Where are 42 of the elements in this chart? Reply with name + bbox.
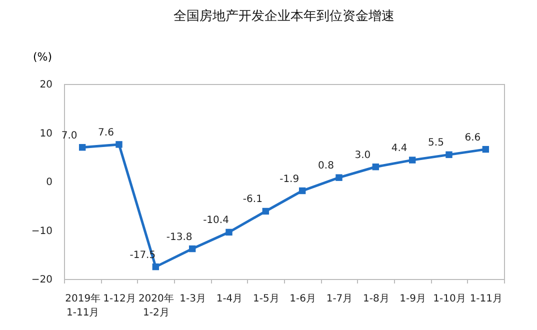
x-tick-label: 1-10月 xyxy=(433,294,466,304)
data-label: 3.0 xyxy=(354,150,371,161)
point xyxy=(152,263,160,270)
y-tick-label: 0 xyxy=(46,177,52,188)
data-label: 0.8 xyxy=(318,160,334,172)
x-tick-label: 1-6月 xyxy=(290,294,316,304)
data-label: 7.0 xyxy=(61,130,78,142)
point xyxy=(116,141,122,148)
x-tick-label: 1-4月 xyxy=(216,294,243,304)
data-label: -10.4 xyxy=(203,215,229,226)
x-tick-label: 1-12月 xyxy=(103,294,136,304)
point xyxy=(188,245,196,252)
data-label: 4.4 xyxy=(391,143,408,154)
y-tick-label: 10 xyxy=(40,128,52,140)
point xyxy=(408,156,416,164)
x-tick-label: 1-11月 xyxy=(470,294,503,304)
y-tick-label: 20 xyxy=(40,80,52,90)
y-tick-label: −20 xyxy=(31,274,52,286)
point xyxy=(482,146,490,153)
data-label: -13.8 xyxy=(166,232,192,243)
point xyxy=(298,187,306,194)
data-label: 5.5 xyxy=(428,138,444,149)
x-tick-label: 1-3月 xyxy=(180,294,206,304)
point xyxy=(78,144,86,151)
x-tick-label: 1-7月 xyxy=(326,294,353,304)
chart-title: 全国房地产开发企业本年到位资金增速 xyxy=(174,8,394,24)
x-tick-label: 2019年 1-11月 xyxy=(65,292,101,318)
point xyxy=(372,164,380,170)
point xyxy=(262,208,270,215)
data-label: 6.6 xyxy=(464,132,481,144)
data-label: -1.9 xyxy=(280,174,300,185)
x-tick-label: 1-5月 xyxy=(252,294,280,304)
point xyxy=(336,174,342,181)
x-tick-label: 2020年 1-2月 xyxy=(138,292,174,318)
data-label: -6.1 xyxy=(242,194,262,206)
x-tick-label: 1-8月 xyxy=(362,294,390,304)
x-tick-label: 1-9月 xyxy=(400,294,426,304)
point xyxy=(226,228,232,236)
y-tick-label: −10 xyxy=(31,226,52,237)
data-label: 7.6 xyxy=(98,127,114,138)
point xyxy=(446,151,452,158)
y-axis-title: (%) xyxy=(32,50,52,64)
